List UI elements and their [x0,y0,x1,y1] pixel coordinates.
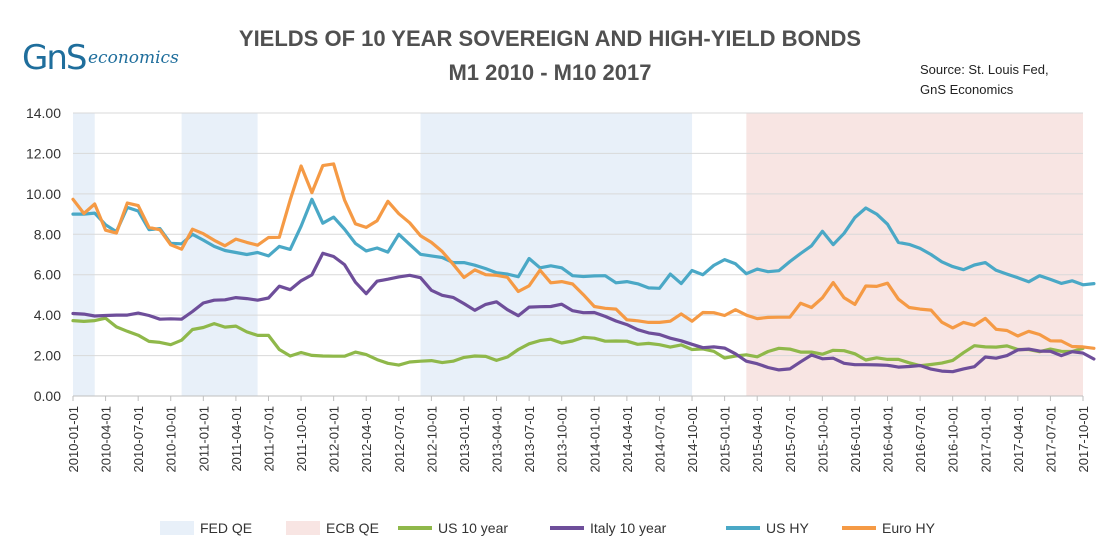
legend-item-fed-qe: FED QE [160,516,252,540]
legend-label: US 10 year [438,520,509,536]
x-tick-label: 2017-10-01 [1076,406,1091,473]
legend-item-us-hy: US HY [726,516,809,540]
x-tick-label: 2013-01-01 [457,406,472,473]
x-tick-label: 2015-10-01 [815,406,830,473]
fed-qe-band-0 [73,113,95,396]
legend-swatch [726,526,760,530]
x-tick-label: 2016-04-01 [881,406,896,473]
x-tick-label: 2016-07-01 [913,406,928,473]
legend-swatch [398,526,432,530]
y-tick-label: 14.00 [26,105,61,121]
x-tick-label: 2011-01-01 [196,406,211,472]
y-tick-label: 4.00 [34,307,61,323]
series-line-us-10-year [71,316,1085,368]
chart-legend: FED QE ECB QE US 10 year Italy 10 year US HY… [0,516,1100,540]
legend-label: Italy 10 year [590,520,667,536]
legend-item-euro-hy: Euro HY [842,516,935,540]
y-tick-label: 6.00 [34,267,61,283]
x-tick-label: 2011-04-01 [229,406,244,472]
x-tick-label: 2013-04-01 [490,406,505,473]
source-note: Source: St. Louis Fed, GnS Economics [920,60,1049,100]
source-line-2: GnS Economics [920,82,1014,97]
legend-swatch [550,526,584,530]
series-line-euro-hy [71,162,1096,350]
x-tick-label: 2012-04-01 [359,406,374,473]
legend-swatch [842,526,876,530]
x-tick-label: 2010-01-01 [66,406,81,473]
y-tick-label: 12.00 [26,145,61,161]
x-tick-label: 2010-04-01 [99,406,114,473]
x-tick-label: 2013-10-01 [555,406,570,473]
x-tick-label: 2017-01-01 [978,406,993,473]
x-tick-label: 2017-04-01 [1011,406,1026,473]
x-tick-label: 2015-04-01 [750,406,765,473]
y-tick-label: 10.00 [26,186,61,202]
legend-label: Euro HY [882,520,935,536]
x-tick-label: 2014-10-01 [685,406,700,473]
legend-item-us-10-year: US 10 year [398,516,508,540]
x-tick-label: 2016-10-01 [946,406,961,473]
x-tick-label: 2016-01-01 [848,406,863,473]
chart-title-line-2: M1 2010 - M10 2017 [448,60,652,85]
logo-gns-text: GnS [22,38,87,78]
legend-label: US HY [766,520,809,536]
x-tick-label: 2011-10-01 [294,406,309,472]
chart-title: YIELDS OF 10 YEAR SOVEREIGN AND HIGH-YIE… [0,22,1100,90]
x-tick-label: 2012-01-01 [327,406,342,473]
x-tick-label: 2013-07-01 [522,406,537,473]
y-tick-label: 2.00 [34,348,61,364]
legend-label: FED QE [200,520,253,536]
logo-economics-text: economics [88,48,179,68]
legend-swatch [160,521,194,535]
legend-item-italy-10-year: Italy 10 year [550,516,666,540]
x-tick-label: 2012-07-01 [392,406,407,473]
x-tick-label: 2010-07-01 [131,406,146,473]
x-tick-label: 2011-07-01 [261,406,276,472]
x-tick-label: 2015-01-01 [718,406,733,473]
x-tick-label: 2014-04-01 [620,406,635,473]
fed-qe-band-2 [420,113,693,396]
source-line-1: Source: St. Louis Fed, [920,62,1049,77]
legend-label: ECB QE [326,520,379,536]
chart-title-line-1: YIELDS OF 10 YEAR SOVEREIGN AND HIGH-YIE… [238,26,862,51]
x-tick-label: 2014-07-01 [652,406,667,473]
series-line-italy-10-year [71,251,1096,374]
series-line-us-hy [71,197,1096,290]
legend-swatch [286,521,320,535]
legend-item-ecb-qe: ECB QE [286,516,379,540]
gns-logo: GnS economics [22,38,182,88]
y-tick-label: 8.00 [34,226,61,242]
x-tick-label: 2015-07-01 [783,406,798,473]
x-tick-label: 2014-01-01 [587,406,602,473]
x-tick-label: 2017-07-01 [1043,406,1058,473]
y-tick-label: 0.00 [34,388,61,404]
x-tick-label: 2010-10-01 [164,406,179,473]
x-tick-label: 2012-10-01 [424,406,439,473]
